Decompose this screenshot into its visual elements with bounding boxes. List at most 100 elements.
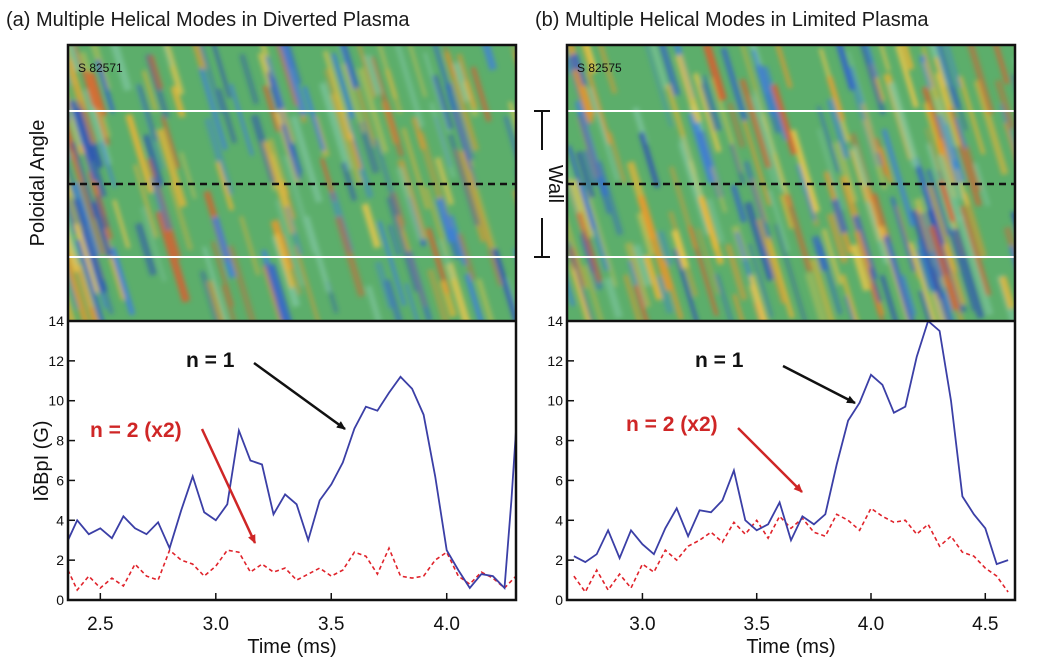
spectrogram-stripe xyxy=(998,275,1015,310)
spectrogram-stripe xyxy=(439,279,457,318)
spectrogram-stripe xyxy=(826,98,850,159)
panel-a-frame xyxy=(66,43,518,602)
spectrogram-b: S 82575 xyxy=(516,0,1038,321)
spectrogram-stripe xyxy=(993,45,1010,85)
spectrogram-stripe xyxy=(475,278,495,321)
spectrogram-stripe xyxy=(134,222,158,276)
spectrogram-stripe xyxy=(198,67,229,151)
spectrogram-stripe xyxy=(724,243,748,301)
y-tick-label: 4 xyxy=(56,512,64,528)
spectrogram-stripe xyxy=(732,293,744,321)
wall-bracket: Wall xyxy=(534,110,566,258)
panel-b-frame xyxy=(565,43,1017,602)
spectrogram-stripe xyxy=(215,161,235,211)
spectrogram-stripe xyxy=(931,266,952,321)
spectrogram-stripe xyxy=(68,79,70,86)
spectrogram-stripe xyxy=(464,273,484,321)
spectrogram-stripe xyxy=(595,160,624,236)
spectrogram-stripe xyxy=(927,225,960,311)
spectrogram-stripe xyxy=(239,215,261,276)
spectrogram-stripe xyxy=(211,216,237,279)
series-n1-line xyxy=(68,375,516,591)
x-tick-label: 3.0 xyxy=(203,614,229,635)
spectrogram-stripe xyxy=(109,246,136,316)
spectrogram-stripe xyxy=(863,45,879,79)
spectrogram-stripe xyxy=(125,113,156,194)
spectrogram-stripe xyxy=(973,79,1009,176)
spectrogram-stripe xyxy=(760,245,773,277)
y-tick-label: 14 xyxy=(547,313,563,329)
spectrogram-stripe xyxy=(693,72,722,153)
spectrogram-stripe xyxy=(933,57,953,111)
spectrogram-stripe xyxy=(257,52,273,88)
spectrogram-stripe xyxy=(1003,226,1015,267)
spectrogram-stripe xyxy=(643,254,663,301)
spectrogram-stripe xyxy=(861,118,888,190)
spectrogram-stripe xyxy=(364,54,383,96)
spectrogram-stripe xyxy=(967,45,995,115)
spectrogram-stripe xyxy=(720,47,748,122)
spectrogram-stripe xyxy=(678,136,704,198)
spectrogram-stripe xyxy=(146,54,164,91)
spectrogram-stripe xyxy=(387,224,401,257)
spectrogram-stripe xyxy=(623,274,642,321)
spectrogram-stripe xyxy=(910,209,944,300)
spectrogram-stripe xyxy=(83,70,100,110)
spectrogram-stripe xyxy=(212,45,232,99)
spectrogram-stripe xyxy=(956,215,994,317)
spectrogram-stripe xyxy=(890,196,917,272)
series-n2-line xyxy=(573,507,1009,594)
panel-b-n1-arrow xyxy=(782,364,856,405)
spectrogram-stripe xyxy=(72,197,108,294)
spectrogram-stripe xyxy=(774,223,807,321)
x-tick-label: 4.5 xyxy=(972,614,998,635)
spectrogram-stripe xyxy=(444,82,475,162)
spectrogram-stripe xyxy=(783,193,813,273)
spectrogram-stripe xyxy=(864,185,881,228)
spectrogram-stripe xyxy=(739,78,772,169)
spectrogram-stripe xyxy=(516,157,528,198)
spectrogram-stripe xyxy=(804,271,827,321)
spectrogram-stripe xyxy=(133,164,159,238)
spectrogram-stripe xyxy=(836,45,856,91)
spectrogram-stripe xyxy=(482,45,498,71)
spectrogram-stripe xyxy=(709,166,728,214)
spectrogram-stripe xyxy=(918,211,945,279)
spectrogram-stripe xyxy=(357,45,377,99)
y-tick-label: 10 xyxy=(547,393,563,409)
spectrogram-stripe xyxy=(671,229,690,270)
spectrogram-stripe xyxy=(669,166,698,250)
spectrogram-stripe xyxy=(192,45,207,71)
spectrogram-stripe xyxy=(365,285,383,321)
spectrogram-stripe xyxy=(1023,45,1038,98)
spectrogram-stripe xyxy=(658,45,681,97)
spectrogram-stripe xyxy=(279,45,308,116)
y-tick-label: 6 xyxy=(56,472,64,488)
spectrogram-stripe xyxy=(826,212,849,264)
spectrogram-stripe xyxy=(470,66,492,123)
spectrogram-stripe xyxy=(508,101,516,130)
spectrogram-stripe xyxy=(900,45,915,71)
spectrogram-stripe xyxy=(273,232,296,289)
y-tick-label: 0 xyxy=(555,592,563,608)
y-tick-label: 6 xyxy=(555,472,563,488)
spectrogram-stripe xyxy=(73,223,100,294)
spectrogram-stripe xyxy=(68,111,72,123)
spectrogram-stripe xyxy=(523,291,534,327)
spectrogram-stripe xyxy=(408,45,428,98)
spectrogram-stripe xyxy=(1026,0,1038,95)
spectrogram-stripe xyxy=(954,117,968,149)
spectrogram-stripe xyxy=(550,269,564,315)
spectrogram-stripe xyxy=(329,92,363,185)
spectrogram-stripe xyxy=(751,95,784,192)
spectrogram-stripe xyxy=(521,37,545,117)
series-n1-line xyxy=(573,321,1009,566)
x-tick-label: 4.0 xyxy=(434,614,460,635)
spectrogram-stripe xyxy=(768,189,790,253)
spectrogram-stripe xyxy=(1033,98,1038,142)
wall-label: Wall xyxy=(544,165,566,203)
spectrogram-stripe xyxy=(513,51,516,63)
spectrogram-stripe xyxy=(72,45,96,107)
spectrogram-stripe xyxy=(69,100,97,182)
y-tick-label: 8 xyxy=(555,433,563,449)
